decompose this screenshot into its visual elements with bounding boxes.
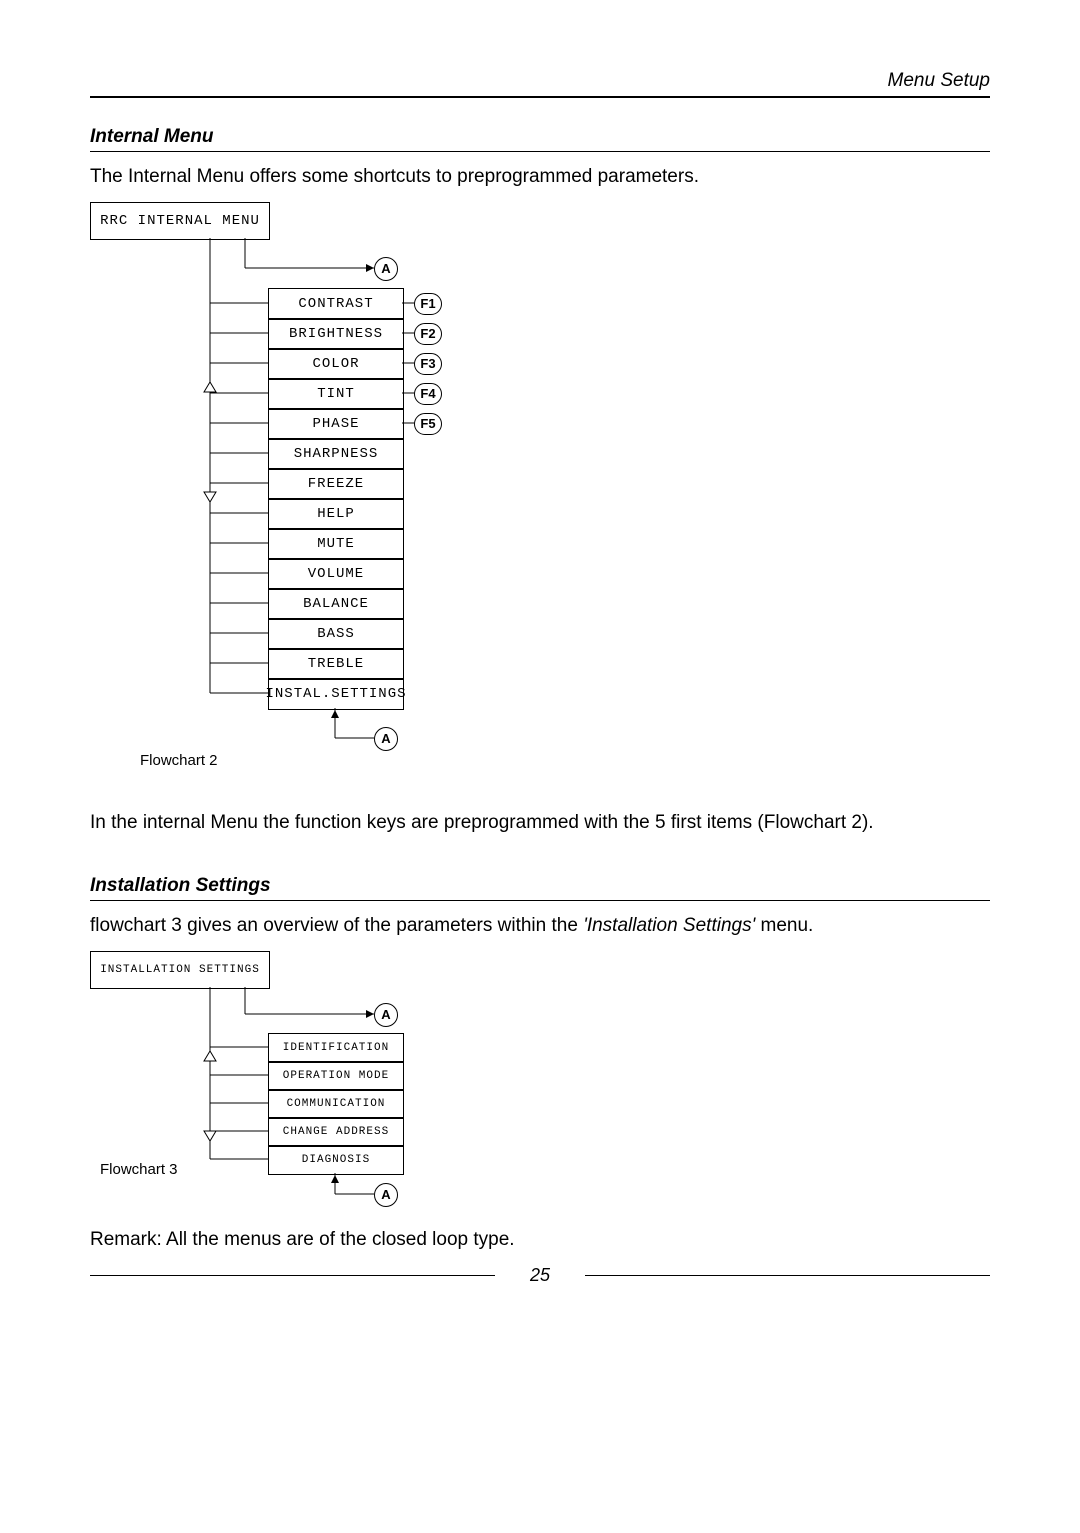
section1-outro: In the internal Menu the function keys a… (90, 810, 990, 836)
flowchart-2: RRC INTERNAL MENU CONTRAST F1 BRIGHTNESS F2 C… (90, 202, 510, 782)
flowchart-item: CONTRAST (268, 288, 404, 320)
flowchart-item: OPERATION MODE (268, 1061, 404, 1091)
flowchart-item: SHARPNESS (268, 438, 404, 470)
page-header: Menu Setup (90, 70, 990, 98)
loop-connector-a-top: A (374, 257, 398, 281)
flowchart-item: BALANCE (268, 588, 404, 620)
section2-intro: flowchart 3 gives an overview of the par… (90, 913, 990, 939)
page-footer: 25 (90, 1265, 990, 1286)
flowchart-item: VOLUME (268, 558, 404, 590)
loop-connector-a-top: A (374, 1003, 398, 1027)
function-key-badge: F1 (414, 293, 442, 315)
function-key-badge: F3 (414, 353, 442, 375)
footer-rule-right (585, 1275, 990, 1276)
flowchart-item: IDENTIFICATION (268, 1033, 404, 1063)
flowchart-item: TINT (268, 378, 404, 410)
function-key-badge: F2 (414, 323, 442, 345)
section-title-installation-settings: Installation Settings (90, 875, 990, 901)
remark-text: Remark: All the menus are of the closed … (90, 1229, 990, 1251)
loop-connector-a-bottom: A (374, 1183, 398, 1207)
loop-connector-a-bottom: A (374, 727, 398, 751)
flowchart-item: COMMUNICATION (268, 1089, 404, 1119)
flowchart-3: INSTALLATION SETTINGS IDENTIFICATIONOPERA… (90, 951, 510, 1221)
flowchart-item: COLOR (268, 348, 404, 380)
flowchart-item: HELP (268, 498, 404, 530)
flowchart-root: RRC INTERNAL MENU (90, 202, 270, 240)
flowchart-item: FREEZE (268, 468, 404, 500)
flowchart-item: INSTAL.SETTINGS (268, 678, 404, 710)
section2-intro-prefix: flowchart 3 gives an overview of the par… (90, 915, 583, 936)
section1-intro: The Internal Menu offers some shortcuts … (90, 164, 990, 190)
footer-rule-left (90, 1275, 495, 1276)
section2-intro-emph: 'Installation Settings' (583, 915, 755, 936)
flowchart-item: DIAGNOSIS (268, 1145, 404, 1175)
page-number: 25 (520, 1265, 560, 1286)
flowchart-item: MUTE (268, 528, 404, 560)
flowchart-item: BASS (268, 618, 404, 650)
flowchart-item: TREBLE (268, 648, 404, 680)
section2-intro-suffix: menu. (755, 915, 813, 936)
function-key-badge: F4 (414, 383, 442, 405)
document-page: Menu Setup Internal Menu The Internal Me… (0, 0, 1080, 1336)
flowchart-item: CHANGE ADDRESS (268, 1117, 404, 1147)
flowchart-root: INSTALLATION SETTINGS (90, 951, 270, 989)
flowchart-item: BRIGHTNESS (268, 318, 404, 350)
section-title-internal-menu: Internal Menu (90, 126, 990, 152)
function-key-badge: F5 (414, 413, 442, 435)
flowchart-caption: Flowchart 2 (140, 752, 218, 769)
flowchart-caption: Flowchart 3 (100, 1161, 178, 1178)
flowchart-item: PHASE (268, 408, 404, 440)
